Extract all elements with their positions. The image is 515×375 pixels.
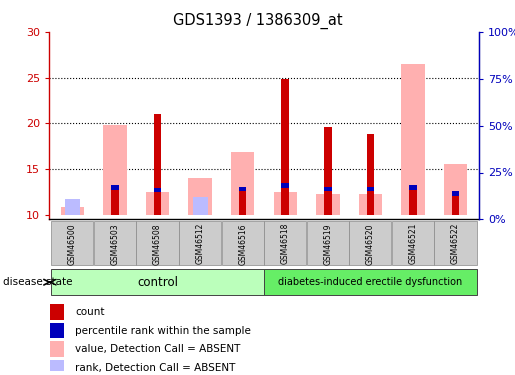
Bar <box>409 186 417 215</box>
Bar <box>281 183 289 188</box>
Bar <box>316 194 339 215</box>
Bar <box>444 164 467 215</box>
Bar <box>231 152 254 215</box>
Bar <box>50 360 64 375</box>
Bar <box>193 197 208 215</box>
Text: disease state: disease state <box>3 277 72 287</box>
Bar <box>401 64 425 215</box>
Bar <box>50 304 64 320</box>
Bar <box>367 187 374 192</box>
Bar <box>281 80 289 215</box>
Bar <box>153 188 161 192</box>
Text: GSM46520: GSM46520 <box>366 223 375 265</box>
Bar <box>136 221 179 265</box>
Bar <box>452 192 459 196</box>
Bar <box>392 221 434 265</box>
Bar <box>103 125 127 215</box>
Bar <box>179 221 221 265</box>
Text: diabetes-induced erectile dysfunction: diabetes-induced erectile dysfunction <box>278 277 462 287</box>
Bar <box>264 269 476 295</box>
Bar <box>324 187 332 192</box>
Text: GSM46508: GSM46508 <box>153 223 162 265</box>
Bar <box>52 269 264 295</box>
Text: GSM46512: GSM46512 <box>196 223 204 264</box>
Bar <box>50 323 64 338</box>
Bar <box>358 194 382 215</box>
Bar <box>435 221 476 265</box>
Text: percentile rank within the sample: percentile rank within the sample <box>75 326 251 336</box>
Bar <box>367 134 374 215</box>
Bar <box>273 192 297 215</box>
Text: GSM46500: GSM46500 <box>68 223 77 265</box>
Text: GSM46519: GSM46519 <box>323 223 332 265</box>
Bar <box>50 341 64 357</box>
Text: GSM46521: GSM46521 <box>408 223 418 264</box>
Text: GSM46522: GSM46522 <box>451 223 460 264</box>
Bar <box>221 221 264 265</box>
Bar <box>452 195 459 215</box>
Bar <box>324 127 332 215</box>
Bar <box>409 185 417 190</box>
Text: control: control <box>137 276 178 289</box>
Text: GDS1393 / 1386309_at: GDS1393 / 1386309_at <box>173 13 342 29</box>
Text: GSM46516: GSM46516 <box>238 223 247 265</box>
Bar <box>153 114 161 215</box>
Bar <box>349 221 391 265</box>
Bar <box>94 221 136 265</box>
Text: GSM46503: GSM46503 <box>110 223 119 265</box>
Text: rank, Detection Call = ABSENT: rank, Detection Call = ABSENT <box>75 363 235 373</box>
Bar <box>111 185 119 190</box>
Bar <box>61 207 84 215</box>
Text: value, Detection Call = ABSENT: value, Detection Call = ABSENT <box>75 344 241 354</box>
Text: count: count <box>75 307 105 317</box>
Text: GSM46518: GSM46518 <box>281 223 290 264</box>
Bar <box>188 178 212 215</box>
Bar <box>307 221 349 265</box>
Bar <box>239 187 247 192</box>
Bar <box>52 221 93 265</box>
Bar <box>111 188 119 215</box>
Bar <box>239 188 247 215</box>
Bar <box>65 199 80 215</box>
Bar <box>264 221 306 265</box>
Bar <box>146 192 169 215</box>
